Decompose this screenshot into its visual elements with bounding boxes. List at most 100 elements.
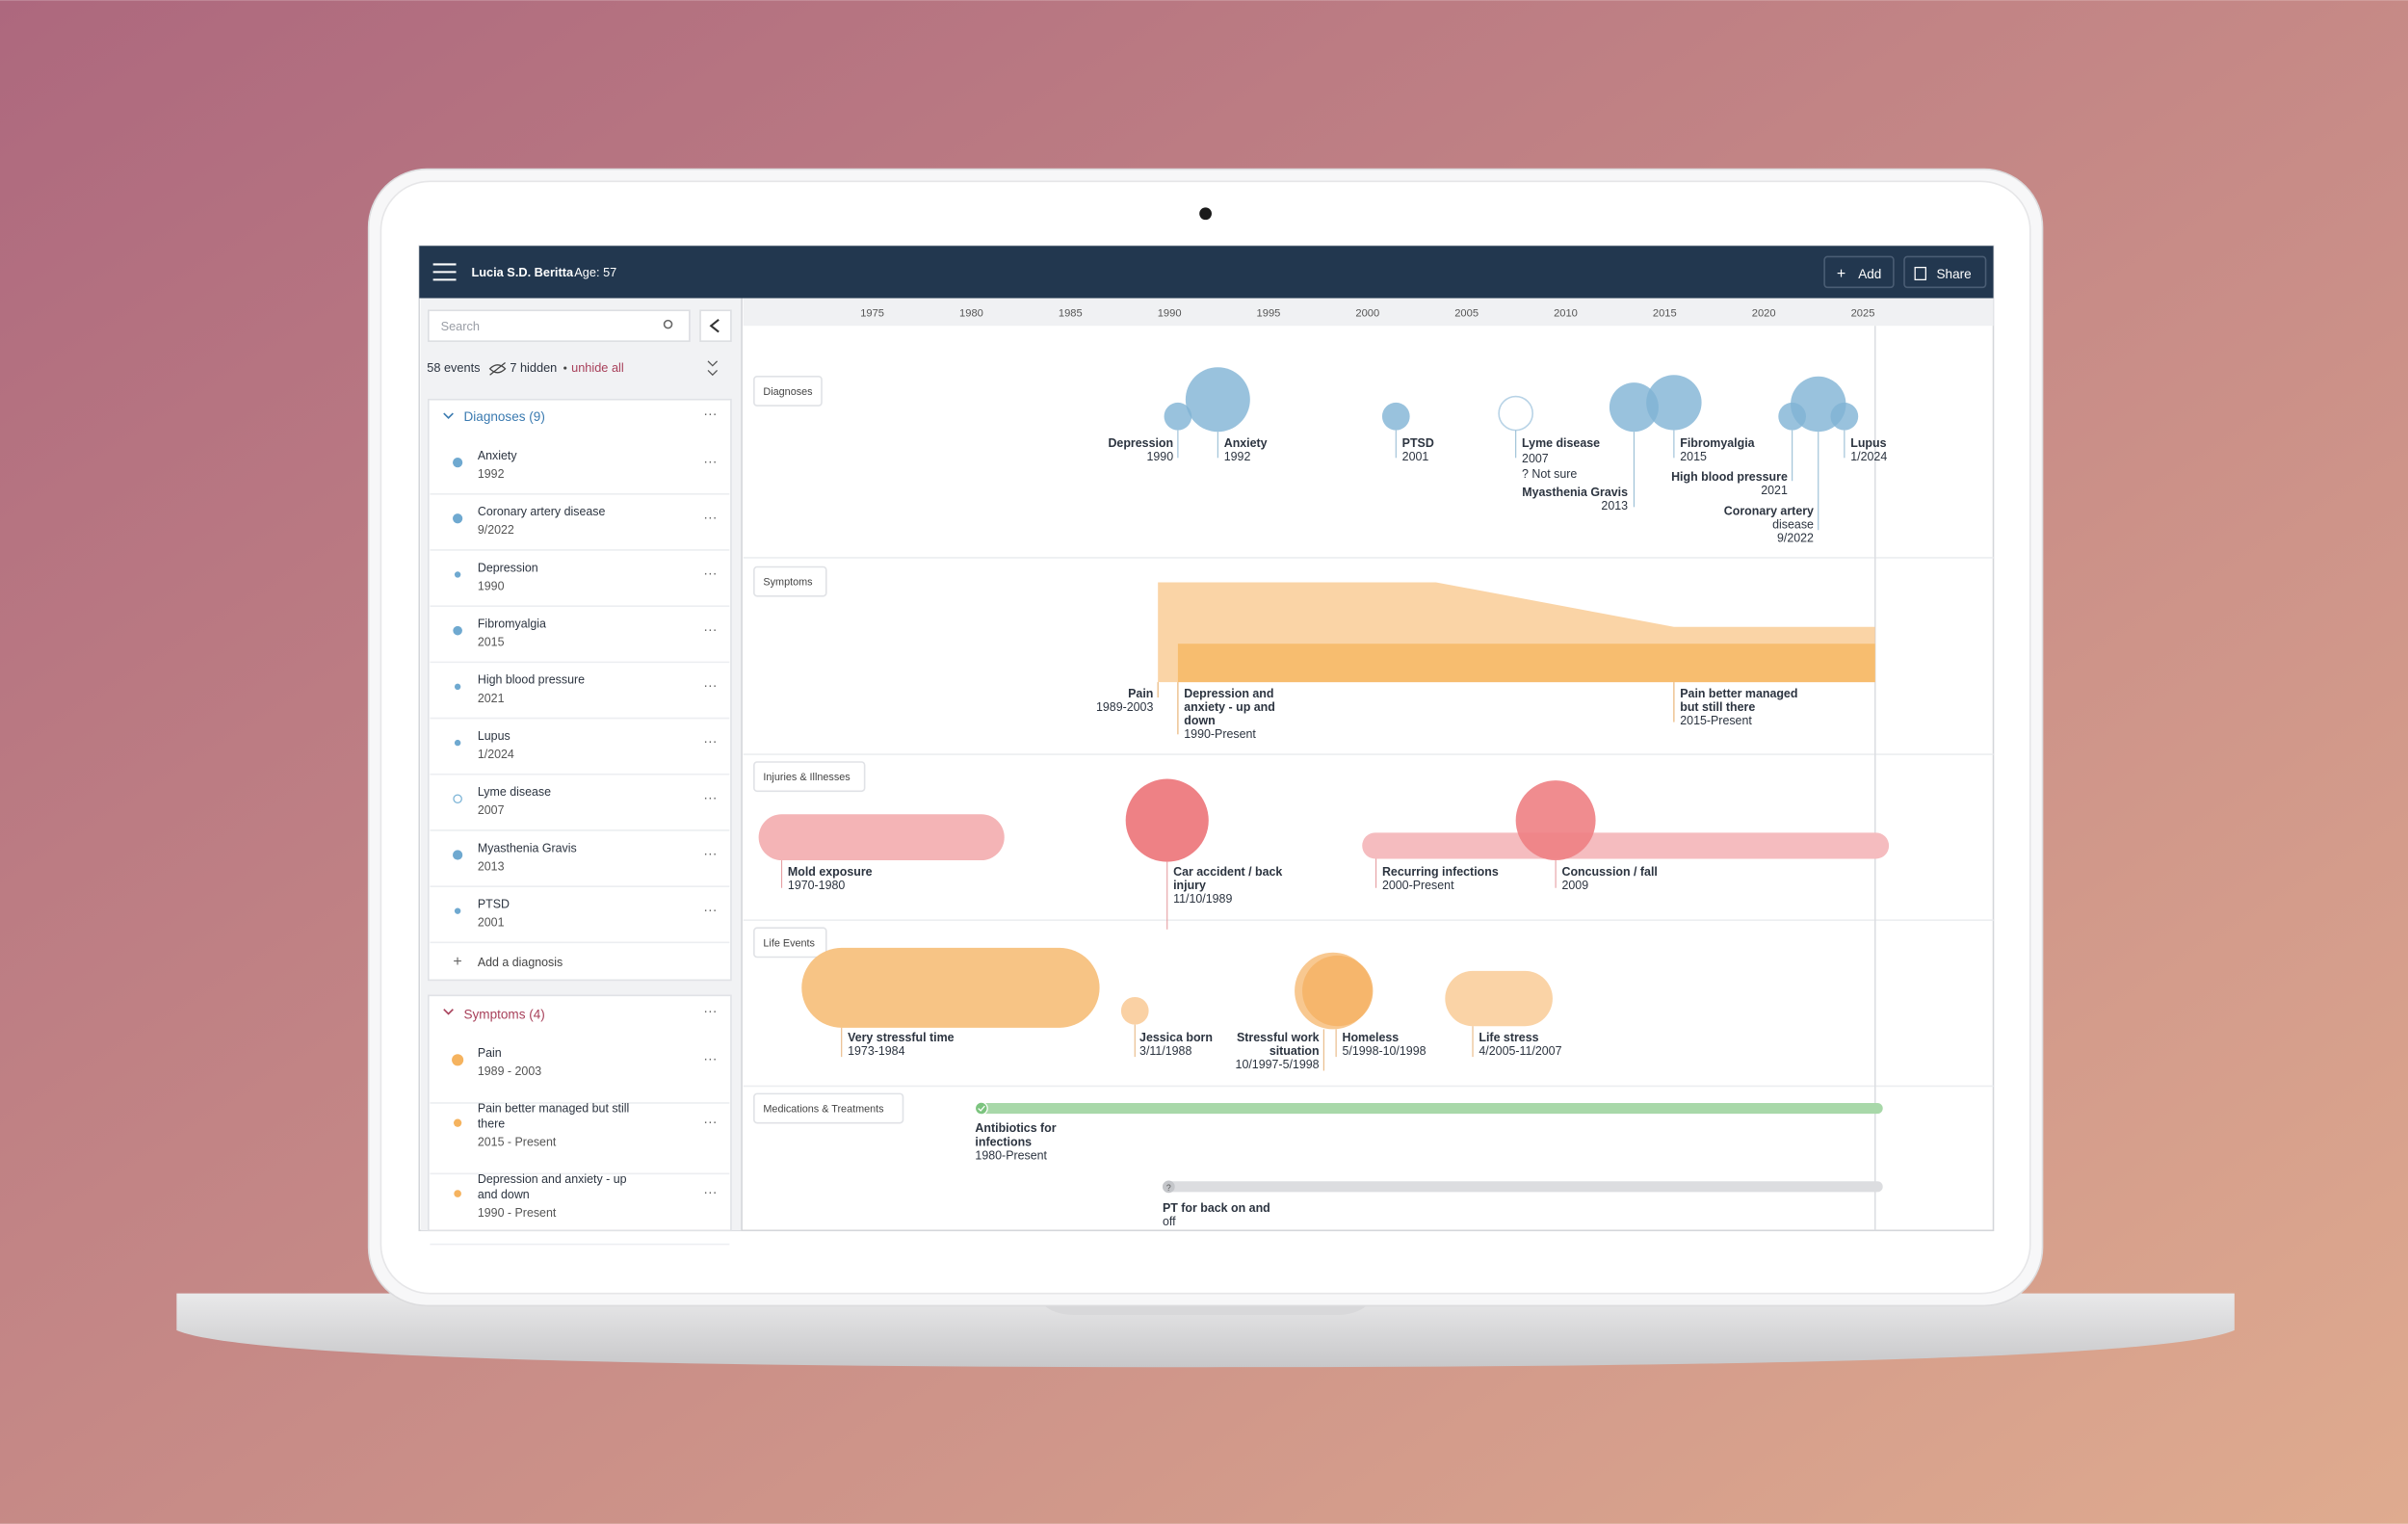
search-box[interactable]	[428, 309, 691, 342]
expand-icon[interactable]	[707, 360, 719, 377]
axis-label: 2000	[1355, 308, 1379, 320]
event-label: Lyme disease	[1522, 436, 1600, 450]
more-icon[interactable]: ···	[703, 1185, 717, 1200]
life-event-bar[interactable]	[1445, 970, 1553, 1027]
chevron[interactable]	[443, 1009, 454, 1015]
event-label: 1973-1984	[848, 1044, 904, 1058]
medication-bar[interactable]	[975, 1102, 1883, 1115]
more-icon[interactable]: ···	[703, 407, 717, 422]
add-button[interactable]	[1823, 255, 1895, 289]
event-label: Mold exposure	[788, 865, 873, 879]
symptoms-panel	[428, 994, 732, 1232]
item-name[interactable]: Anxiety	[478, 449, 518, 462]
life-event-bubble[interactable]	[1120, 996, 1149, 1025]
diagnosis-bubble[interactable]	[1609, 382, 1659, 433]
more-icon[interactable]: ···	[703, 847, 717, 862]
section-label: Diagnoses	[763, 386, 813, 398]
event-label: down	[1184, 714, 1215, 727]
dot	[454, 1190, 461, 1197]
add-label[interactable]: Add	[1858, 267, 1881, 281]
more-icon[interactable]: ···	[703, 903, 717, 918]
section-label-box	[753, 565, 827, 597]
event-label: Pain better managed	[1680, 687, 1797, 700]
laptop-base	[176, 1293, 2235, 1368]
item-name[interactable]: Lyme disease	[478, 785, 551, 799]
diagnosis-bubble[interactable]	[1185, 367, 1250, 433]
dot	[453, 850, 463, 860]
item-name[interactable]: High blood pressure	[478, 673, 585, 687]
axis-label: 1990	[1158, 308, 1182, 320]
add-diagnosis[interactable]: Add a diagnosis	[478, 956, 563, 969]
item-date: 1990 - Present	[478, 1206, 557, 1220]
axis-label: 2005	[1454, 308, 1479, 320]
unhide-link[interactable]: unhide all	[571, 360, 624, 375]
symptom-area[interactable]	[1177, 644, 1875, 683]
life-event-bar[interactable]	[801, 947, 1100, 1028]
more-icon[interactable]: ···	[703, 790, 717, 805]
axis-label: 2025	[1851, 308, 1875, 320]
event-label: PTSD	[1402, 436, 1434, 450]
injury-bubble[interactable]	[1515, 780, 1596, 861]
medication-bar[interactable]	[1162, 1181, 1883, 1193]
collapse-button[interactable]	[699, 309, 732, 342]
more-icon[interactable]: ···	[703, 510, 717, 525]
event-label: 1970-1980	[788, 879, 845, 892]
more-icon[interactable]: ···	[703, 454, 717, 469]
event-count: 58 events	[427, 360, 480, 375]
injury-bubble[interactable]	[1125, 778, 1209, 862]
share-icon[interactable]	[1914, 266, 1927, 280]
search-icon	[663, 319, 673, 329]
item-name[interactable]: Depression and anxiety - up	[478, 1172, 627, 1186]
section-label-box	[753, 927, 827, 959]
diagnosis-bubble[interactable]	[1381, 402, 1410, 431]
share-button[interactable]	[1903, 255, 1987, 289]
more-icon[interactable]: ···	[703, 622, 717, 638]
diagnosis-bubble[interactable]	[1498, 395, 1533, 432]
item-date: 1/2024	[478, 748, 514, 761]
event-label: Coronary artery	[1724, 504, 1814, 517]
event-label: situation	[1269, 1044, 1320, 1058]
event-label: 11/10/1989	[1173, 892, 1232, 906]
more-icon[interactable]: ···	[703, 566, 717, 582]
more-icon[interactable]: ···	[703, 678, 717, 694]
share-label[interactable]: Share	[1937, 267, 1972, 281]
event-label: Stressful work	[1237, 1031, 1320, 1044]
event-label: 4/2005-11/2007	[1479, 1044, 1561, 1058]
event-label: Lupus	[1850, 436, 1886, 450]
event-label: Recurring infections	[1382, 865, 1499, 879]
diagnosis-bubble[interactable]	[1164, 402, 1192, 431]
item-name[interactable]: Lupus	[478, 729, 510, 743]
more-icon[interactable]: ···	[703, 1115, 717, 1130]
event-label: 2021	[1761, 484, 1788, 497]
injury-bar[interactable]	[1362, 832, 1890, 859]
add-icon[interactable]: +	[453, 954, 461, 970]
item-name[interactable]: and down	[478, 1188, 530, 1201]
item-name[interactable]: there	[478, 1117, 505, 1130]
more-icon[interactable]: ···	[703, 1004, 717, 1019]
more-icon[interactable]: ···	[703, 1052, 717, 1067]
more-icon[interactable]: ···	[703, 734, 717, 749]
item-name[interactable]: Fibromyalgia	[478, 617, 546, 630]
axis-label: 1985	[1059, 308, 1083, 320]
life-event-bubble[interactable]	[1302, 955, 1374, 1027]
item-name[interactable]: PTSD	[478, 897, 510, 910]
event-label: anxiety - up and	[1184, 700, 1275, 714]
search-placeholder: Search	[441, 319, 480, 333]
diagnosis-bubble[interactable]	[1830, 402, 1859, 431]
chevron[interactable]	[443, 412, 454, 419]
diagnosis-bubble[interactable]	[1646, 375, 1702, 431]
item-name[interactable]: Coronary artery disease	[478, 505, 606, 518]
collapse-icon[interactable]	[709, 319, 720, 333]
add-icon[interactable]: +	[1837, 266, 1845, 282]
panel-title: Diagnoses (9)	[464, 409, 545, 424]
section-label: Injuries & Illnesses	[763, 772, 851, 783]
item-name[interactable]: Myasthenia Gravis	[478, 841, 577, 854]
hidden-count: 7 hidden	[510, 360, 557, 375]
event-label: 1990	[1146, 450, 1173, 463]
item-name[interactable]: Pain	[478, 1046, 502, 1060]
item-name[interactable]: Pain better managed but still	[478, 1102, 629, 1116]
injury-bar[interactable]	[758, 814, 1005, 861]
event-label: Anxiety	[1224, 436, 1268, 450]
event-label: 2015	[1680, 450, 1707, 463]
item-name[interactable]: Depression	[478, 561, 538, 574]
